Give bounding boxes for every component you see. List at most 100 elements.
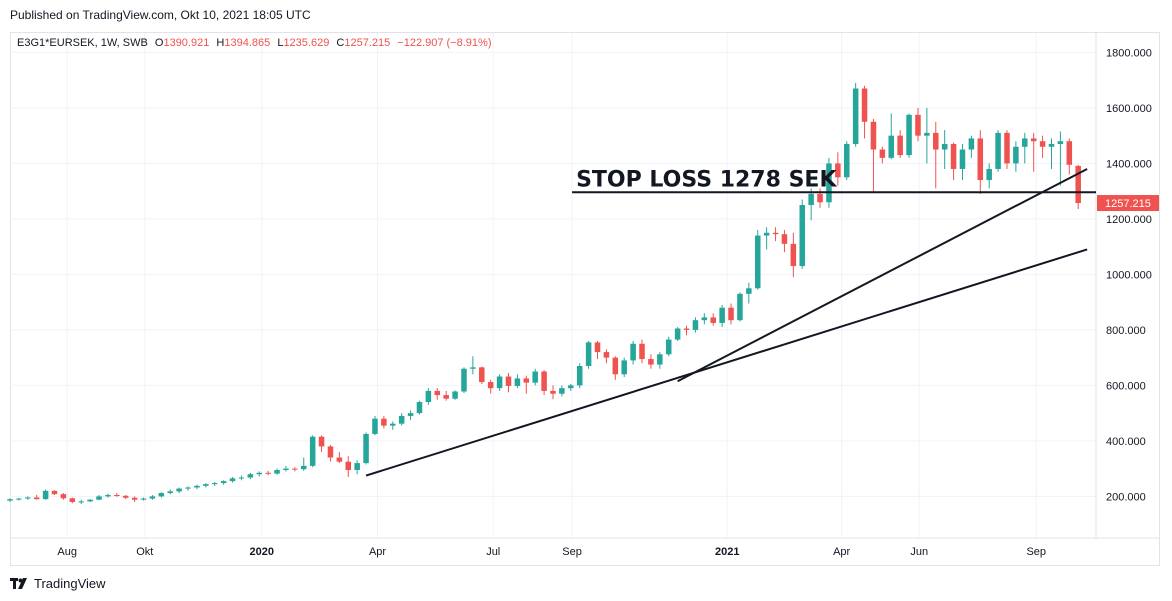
- candle-body: [523, 378, 530, 383]
- time-tick-label: Jun: [910, 546, 928, 558]
- time-tick-label: Apr: [369, 546, 386, 558]
- candle-body: [781, 234, 788, 244]
- candle-body: [158, 493, 165, 497]
- time-tick-label: Apr: [833, 546, 850, 558]
- candle-body: [407, 413, 414, 416]
- candle-body: [354, 463, 360, 471]
- candle-body: [122, 495, 129, 498]
- candle-body: [425, 390, 432, 403]
- price-tick-label: 1400.000: [1106, 158, 1152, 170]
- candle-body: [906, 114, 912, 156]
- candle-body: [603, 352, 610, 358]
- price-tick-label: 1200.000: [1106, 214, 1152, 226]
- candle-body: [149, 496, 156, 499]
- stop-loss-annotation: STOP LOSS 1278 SEK: [576, 167, 837, 192]
- open-label: O: [154, 37, 164, 49]
- brand-name: TradingView: [34, 576, 106, 591]
- candle-body: [1039, 141, 1046, 147]
- candle-body: [986, 168, 992, 181]
- close-value: 1257.215: [344, 37, 391, 49]
- candle-body: [995, 132, 1001, 169]
- candle-body: [131, 497, 138, 500]
- candle-body: [42, 490, 49, 500]
- candle-body: [719, 307, 725, 323]
- candle-body: [114, 494, 120, 496]
- candle-body: [754, 235, 761, 289]
- candle-body: [470, 367, 476, 369]
- candle-body: [630, 343, 636, 361]
- symbol-title: E3G1*EURSEK, 1W, SWB: [17, 37, 148, 49]
- candle-body: [657, 354, 663, 365]
- candle-body: [479, 367, 485, 383]
- candle-body: [737, 293, 743, 321]
- candle-body: [808, 193, 814, 206]
- candle-body: [933, 132, 939, 150]
- candle-body: [879, 149, 886, 158]
- candle-body: [443, 395, 449, 399]
- candle-body: [915, 114, 921, 136]
- trendline: [365, 248, 1088, 477]
- price-tick-label: 200.000: [1106, 491, 1146, 503]
- candle-body: [292, 468, 298, 470]
- time-axis[interactable]: Aug Okt 2020 Apr Jul Sep 2021 Apr Jun Sep: [57, 546, 1046, 558]
- candle-body: [790, 243, 797, 267]
- high-value: 1394.865: [224, 37, 271, 49]
- time-tick-label: Aug: [57, 546, 77, 558]
- time-tick-label: Okt: [136, 546, 153, 558]
- price-tick-label: 1800.000: [1106, 47, 1152, 59]
- candle-body: [941, 143, 948, 150]
- candle-body: [835, 163, 841, 178]
- candle-body: [728, 307, 734, 321]
- candle-body: [621, 360, 627, 375]
- high-label: H: [216, 37, 225, 49]
- tradingview-logo-icon: [10, 577, 27, 589]
- candle-body: [1057, 141, 1064, 144]
- candle-body: [924, 132, 930, 136]
- candle-body: [247, 474, 254, 478]
- footer[interactable]: TradingView: [10, 576, 106, 591]
- candle-body: [594, 342, 601, 353]
- candle-body: [1004, 132, 1010, 164]
- candle-body: [817, 193, 823, 203]
- chart-frame: [10, 32, 1160, 566]
- candle-body: [1030, 138, 1037, 142]
- candle-body: [505, 376, 512, 386]
- low-value: 1235.629: [283, 37, 330, 49]
- time-tick-label: Jul: [486, 546, 500, 558]
- candle-body: [336, 457, 343, 462]
- candle-body: [309, 436, 316, 466]
- candle-body: [87, 499, 93, 502]
- candle-body: [452, 391, 458, 399]
- candle-body: [772, 232, 779, 235]
- candle-body: [185, 487, 191, 489]
- candle-body: [1022, 138, 1028, 147]
- candle-body: [799, 205, 806, 267]
- candle-body: [968, 138, 975, 150]
- candle-body: [826, 163, 832, 203]
- candle-body: [541, 371, 547, 391]
- candle-body: [487, 382, 494, 389]
- candle-body: [1048, 143, 1055, 147]
- candle-body: [950, 143, 957, 169]
- candle-body: [327, 446, 334, 458]
- candle-body: [550, 390, 556, 394]
- candle-body: [69, 498, 76, 502]
- time-tick-label: Sep: [1026, 546, 1046, 558]
- candle-body: [203, 484, 209, 486]
- price-axis[interactable]: 200.000 400.000 600.000 800.000 1000.000 1200…: [1097, 47, 1159, 503]
- candle-body: [265, 472, 271, 474]
- open-value: 1390.921: [163, 37, 210, 49]
- close-label: C: [336, 37, 345, 49]
- candle-body: [398, 415, 405, 424]
- candle-body: [283, 468, 289, 471]
- candle-body: [496, 376, 503, 389]
- candle-body: [576, 365, 583, 386]
- price-tick-label: 800.000: [1106, 325, 1146, 337]
- candle-body: [959, 149, 966, 169]
- candle-body: [585, 342, 592, 366]
- candle-body: [665, 339, 672, 355]
- candle-body: [692, 320, 699, 330]
- candle-body: [612, 357, 619, 375]
- time-tick-label: Sep: [562, 546, 582, 558]
